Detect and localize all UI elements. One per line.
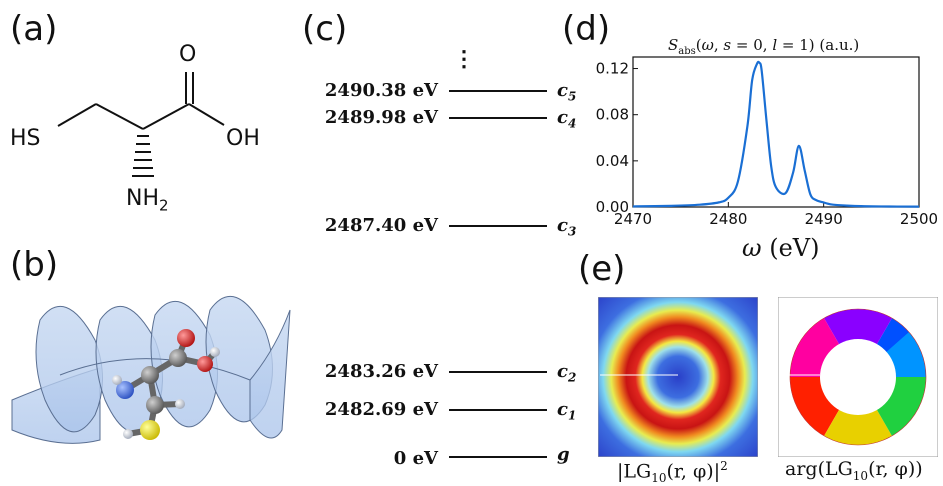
panel-label-d: (d)	[562, 9, 611, 49]
lg-phase-map	[778, 297, 938, 457]
y-tick-label: 0.08	[596, 106, 629, 124]
state-label-c1: c1	[557, 399, 577, 423]
level-line-g	[449, 456, 547, 458]
state-label-c4: c4	[557, 107, 577, 131]
nh-subscript: 2	[159, 196, 169, 215]
helical-beam-illustration	[11, 295, 291, 444]
y-tick-label: 0.00	[596, 198, 629, 216]
level-ellipsis: ⋮	[453, 46, 475, 72]
x-tick-label: 2480	[709, 210, 747, 228]
chart-x-axis-title: ω (eV)	[742, 234, 820, 262]
energy-value-c1: 2482.69 eV	[324, 399, 438, 420]
energy-value-c3: 2487.40 eV	[324, 215, 438, 236]
spectrum-series-line	[632, 60, 920, 208]
panel-label-e: (e)	[578, 249, 626, 289]
level-line-c3	[449, 225, 547, 227]
level-line-c2	[449, 371, 547, 373]
panel-label-c: (c)	[302, 9, 348, 49]
x-tick-label: 2470	[614, 210, 652, 228]
x-tick-label: 2500	[900, 210, 938, 228]
chart-plot-frame	[632, 56, 920, 208]
nh-text: NH	[126, 186, 159, 211]
state-label-c3: c3	[557, 215, 577, 239]
state-label-c2: c2	[557, 361, 577, 385]
state-label-c5: c5	[557, 80, 577, 104]
panel-label-b: (b)	[10, 245, 59, 285]
oh-label: OH	[226, 126, 260, 151]
panel-label-a: (a)	[10, 9, 58, 49]
oxygen-label: O	[179, 42, 197, 67]
cysteine-structure	[57, 72, 225, 177]
energy-value-c5: 2490.38 eV	[324, 80, 438, 101]
y-tick-label: 0.04	[596, 152, 629, 170]
energy-value-c2: 2483.26 eV	[324, 361, 438, 382]
y-tick-label: 0.12	[596, 60, 629, 78]
lg-intensity-caption: |LG10(r, φ)|2	[617, 459, 728, 486]
energy-value-g: 0 eV	[393, 448, 438, 469]
energy-value-c4: 2489.98 eV	[324, 107, 438, 128]
level-line-c4	[449, 117, 547, 119]
lg-phase-caption: arg(LG10(r, φ))	[785, 458, 923, 483]
x-tick-label: 2490	[805, 210, 843, 228]
state-label-g: g	[557, 444, 570, 465]
level-line-c5	[449, 90, 547, 92]
level-line-c1	[449, 409, 547, 411]
sh-label: HS	[10, 126, 41, 151]
lg-intensity-map	[598, 297, 758, 457]
chart-title: Sabs(ω, s = 0, l = 1) (a.u.)	[668, 36, 860, 57]
nh2-label: NH2	[126, 188, 169, 213]
